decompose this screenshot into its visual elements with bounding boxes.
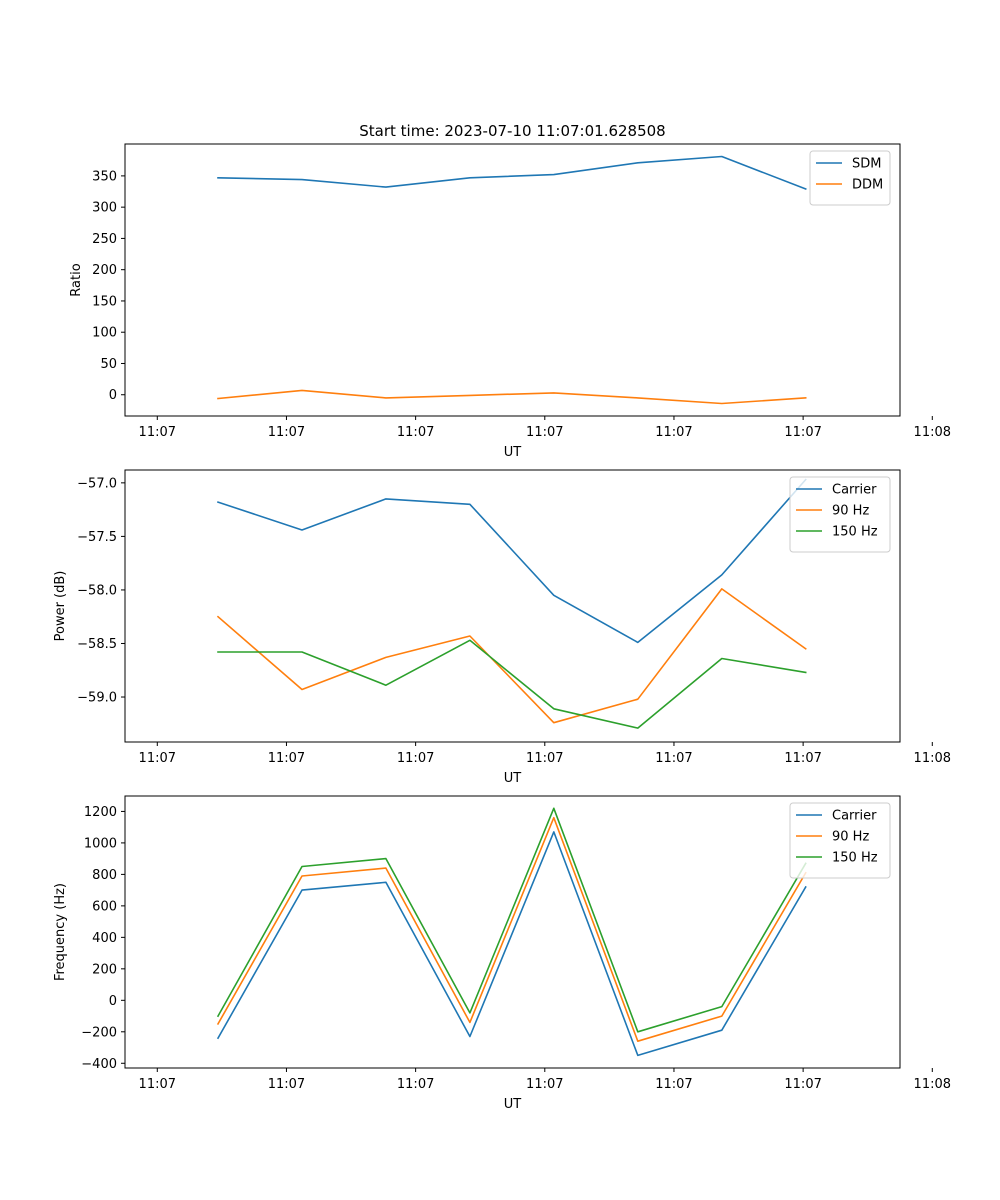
series-line-90-hz: [216, 816, 807, 1042]
x-tick-label: 11:08: [914, 425, 951, 440]
y-tick-label: −58.0: [77, 583, 117, 598]
y-tick-label: −57.0: [77, 476, 117, 491]
x-tick-label: 11:07: [268, 1077, 305, 1092]
x-tick-label: 11:07: [139, 1077, 176, 1092]
x-tick-label: 11:07: [784, 1077, 821, 1092]
x-tick-label: 11:07: [655, 1077, 692, 1092]
x-tick-label: 11:07: [526, 1077, 563, 1092]
series-line-sdm: [217, 155, 807, 191]
y-tick-label: −200: [81, 1025, 117, 1040]
y-tick-label: 100: [92, 326, 117, 341]
x-tick-label: 11:07: [139, 751, 176, 766]
x-tick-label: 11:07: [784, 425, 821, 440]
x-tick-label: 11:07: [268, 751, 305, 766]
y-tick-label: 400: [92, 931, 117, 946]
y-tick-label: −400: [81, 1057, 117, 1072]
plot-frame: [124, 469, 901, 743]
legend-box: [809, 150, 891, 206]
legend-label: Carrier: [832, 809, 877, 824]
chart-panel-1: Start time: 2023-07-10 11:07:01.628508 11…: [69, 122, 951, 460]
legend-label: SDM: [852, 157, 881, 172]
legend-label: DDM: [852, 178, 883, 193]
x-tick-label: 11:07: [397, 1077, 434, 1092]
series-line-90-hz: [216, 588, 807, 724]
x-tick-label: 11:07: [655, 425, 692, 440]
x-tick-label: 11:08: [914, 751, 951, 766]
series-line-carrier: [216, 478, 807, 644]
x-tick-label: 11:07: [139, 425, 176, 440]
y-tick-label: 50: [100, 357, 117, 372]
y-tick-label: −58.5: [77, 637, 117, 652]
x-tick-label: 11:07: [655, 751, 692, 766]
series-line-150-hz: [216, 807, 807, 1033]
series-line-carrier: [216, 831, 807, 1057]
x-tick-label: 11:07: [397, 425, 434, 440]
chart-title: Start time: 2023-07-10 11:07:01.628508: [359, 122, 665, 140]
y-tick-label: 0: [109, 994, 117, 1009]
x-tick-label: 11:07: [784, 751, 821, 766]
y-axis-label: Ratio: [69, 263, 84, 296]
y-tick-label: 300: [92, 201, 117, 216]
chart-panel-3: 11:07 11:07 11:07 11:07 11:07 11:07 11:08 −400 −…: [53, 795, 951, 1112]
y-tick-label: 600: [92, 899, 117, 914]
legend-box: [789, 802, 891, 879]
x-axis-label: UT: [504, 771, 522, 786]
y-tick-label: 800: [92, 868, 117, 883]
y-tick-label: −57.5: [77, 530, 117, 545]
y-tick-label: 250: [92, 232, 117, 247]
legend-label: 150 Hz: [832, 525, 878, 540]
legend-label: 90 Hz: [832, 830, 869, 845]
y-tick-label: 0: [109, 388, 117, 403]
y-tick-label: 1200: [84, 805, 117, 820]
legend-label: 90 Hz: [832, 504, 869, 519]
x-tick-label: 11:07: [526, 425, 563, 440]
y-tick-label: 1000: [84, 836, 117, 851]
legend-box: [789, 476, 891, 553]
x-tick-label: 11:07: [526, 751, 563, 766]
series-line-ddm: [217, 389, 807, 405]
y-tick-label: 200: [92, 962, 117, 977]
x-axis-label: UT: [504, 1097, 522, 1112]
y-tick-label: 350: [92, 169, 117, 184]
x-tick-label: 11:07: [268, 425, 305, 440]
y-axis-label: Power (dB): [53, 571, 68, 642]
y-axis-label: Frequency (Hz): [53, 883, 68, 981]
chart-panel-2: 11:07 11:07 11:07 11:07 11:07 11:07 11:08 −57.0…: [53, 469, 951, 786]
plot-frame: [124, 795, 901, 1069]
plot-frame: [124, 143, 901, 417]
x-axis-label: UT: [504, 445, 522, 460]
x-tick-label: 11:08: [914, 1077, 951, 1092]
series-line-150-hz: [217, 639, 807, 729]
legend-label: 150 Hz: [832, 851, 878, 866]
y-tick-label: 150: [92, 294, 117, 309]
y-tick-label: −59.0: [77, 691, 117, 706]
y-tick-label: 200: [92, 263, 117, 278]
legend-label: Carrier: [832, 483, 877, 498]
x-tick-label: 11:07: [397, 751, 434, 766]
